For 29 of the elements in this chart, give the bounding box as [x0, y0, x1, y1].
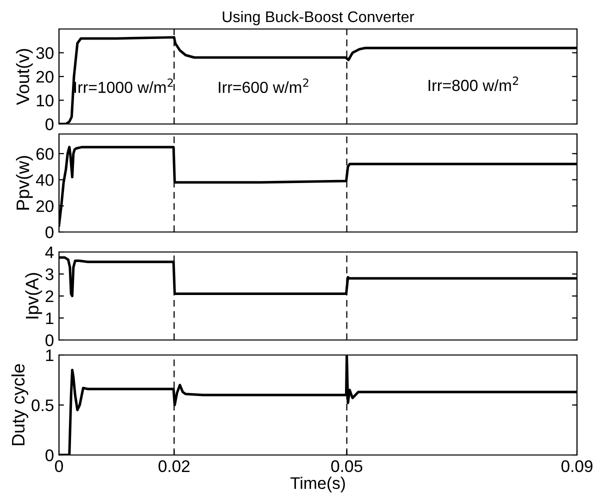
- y-tick-label: 30: [36, 47, 54, 59]
- y-tick-label: 0: [46, 334, 54, 346]
- y-axis-title: Duty cycle: [11, 364, 28, 446]
- y-tick-label: 0.5: [32, 399, 54, 412]
- x-tick-label: 0.09: [561, 460, 592, 472]
- y-tick-label: 4: [45, 246, 54, 258]
- y-tick-label: 3: [46, 268, 54, 280]
- y-tick-label: 1: [46, 312, 54, 324]
- x-tick-label: 0: [55, 460, 63, 472]
- y-tick-label: 10: [36, 94, 54, 106]
- y-tick-label: 0: [46, 449, 54, 462]
- x-tick-label: 0.05: [331, 460, 362, 472]
- y-axis-title: Ppv(w): [16, 156, 33, 210]
- y-tick-label: 2: [46, 290, 54, 302]
- y-tick-label: 0: [46, 118, 54, 130]
- x-axis-title: Time(s): [290, 476, 345, 492]
- y-axis-title: Vout(v): [16, 49, 33, 106]
- y-tick-label: 20: [36, 200, 54, 212]
- y-tick-label: 40: [36, 174, 54, 186]
- annotation: Irr=1000 w/m$^{2}$: [74, 78, 173, 94]
- y-tick-label: 1: [46, 350, 54, 362]
- x-tick-label: 0.02: [158, 460, 190, 472]
- y-tick-label: 0: [46, 226, 54, 238]
- y-tick-label: 60: [36, 148, 54, 160]
- y-axis-title: Ipv(A): [25, 273, 42, 318]
- chart-title: Using Buck-Boost Converter: [222, 10, 414, 26]
- annotation: Irr=800 w/m$^{2}$: [428, 76, 518, 92]
- annotation: Irr=600 w/m$^{2}$: [218, 78, 308, 94]
- y-tick-label: 20: [36, 70, 54, 83]
